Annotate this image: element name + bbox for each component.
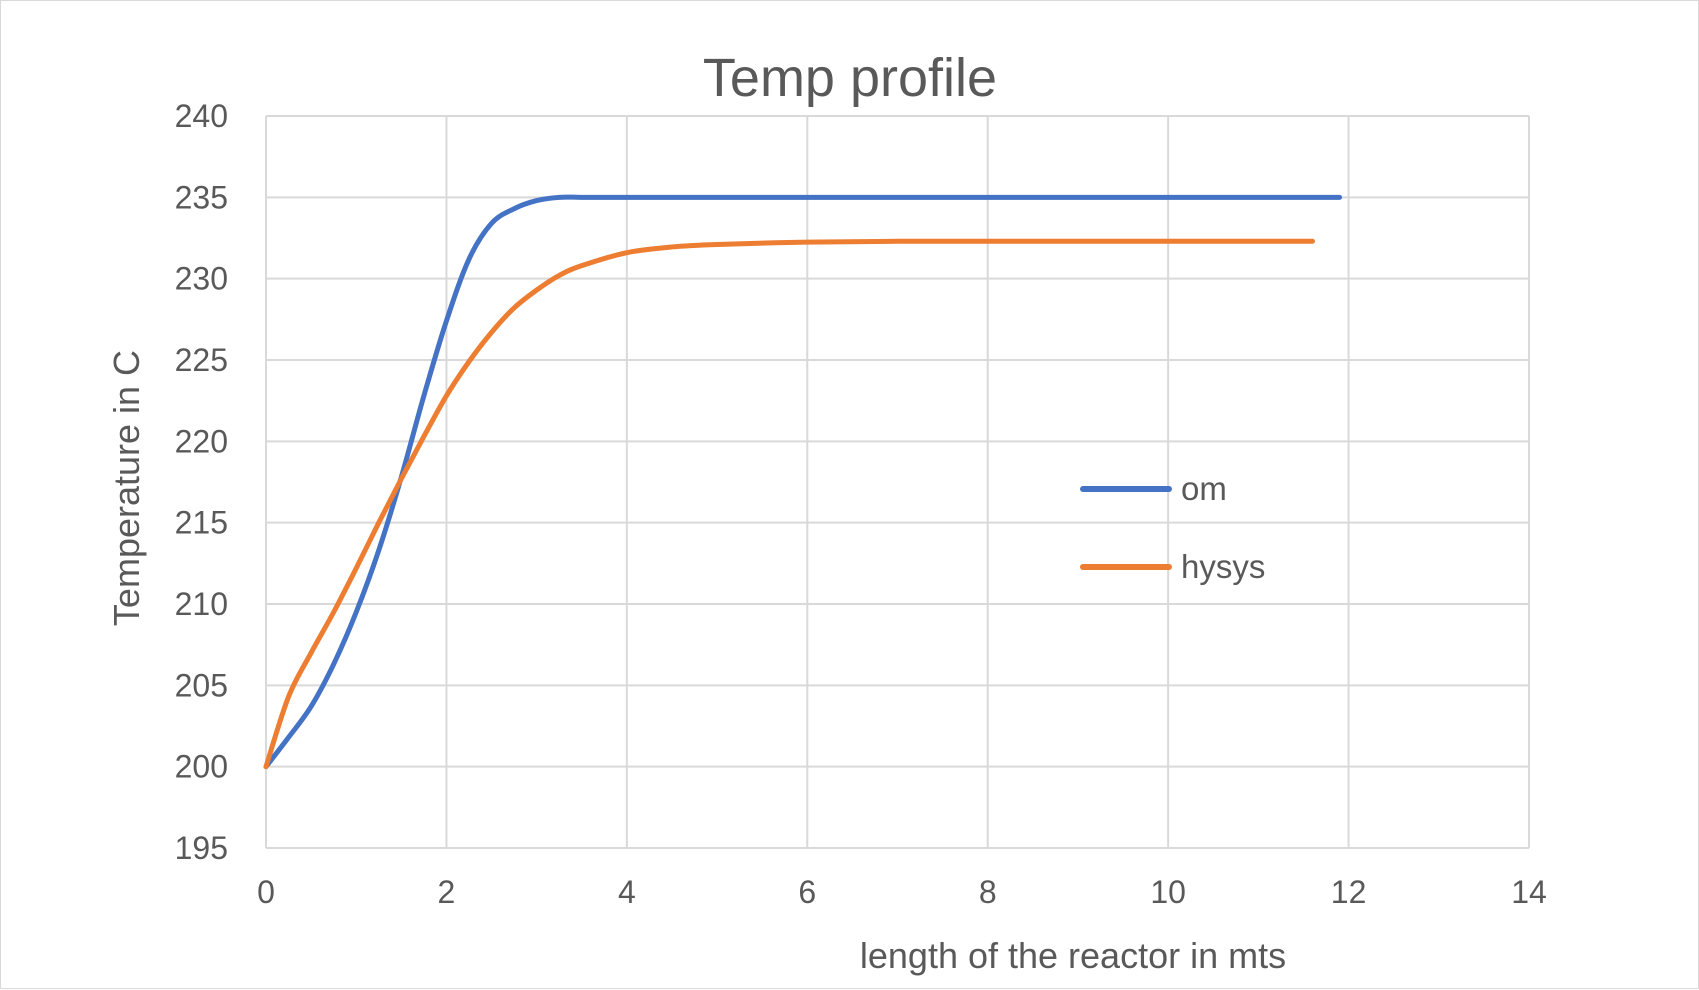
y-tick-label: 225 (175, 342, 228, 378)
legend: om hysys (1080, 470, 1265, 585)
x-tick-label: 4 (618, 874, 636, 910)
legend-label-om: om (1181, 470, 1227, 507)
x-tick-label: 8 (979, 874, 997, 910)
y-tick-label: 235 (175, 179, 228, 215)
y-axis-title: Temperature in C (106, 350, 147, 626)
x-axis-tick-labels: 0 2 4 6 8 10 12 14 (257, 874, 1547, 910)
y-tick-label: 220 (175, 423, 228, 459)
x-tick-label: 14 (1511, 874, 1547, 910)
chart-title: Temp profile (703, 48, 997, 108)
y-tick-label: 195 (175, 830, 228, 866)
y-tick-label: 215 (175, 505, 228, 541)
x-tick-label: 12 (1331, 874, 1367, 910)
y-tick-label: 230 (175, 261, 228, 297)
series-lines (263, 194, 1343, 770)
y-tick-label: 240 (175, 98, 228, 134)
x-tick-label: 6 (798, 874, 816, 910)
x-tick-label: 0 (257, 874, 275, 910)
x-axis-title: length of the reactor in mts (860, 935, 1286, 976)
x-tick-label: 2 (438, 874, 456, 910)
y-tick-label: 205 (175, 667, 228, 703)
y-axis-tick-labels: 195 200 205 210 215 220 225 230 235 240 (175, 98, 228, 866)
gridlines (265, 115, 1530, 849)
y-tick-label: 210 (175, 586, 228, 622)
x-tick-label: 10 (1150, 874, 1186, 910)
series-line-om (263, 194, 1343, 770)
series-line-hysys (263, 238, 1315, 770)
legend-label-hysys: hysys (1181, 548, 1265, 585)
y-tick-label: 200 (175, 749, 228, 785)
